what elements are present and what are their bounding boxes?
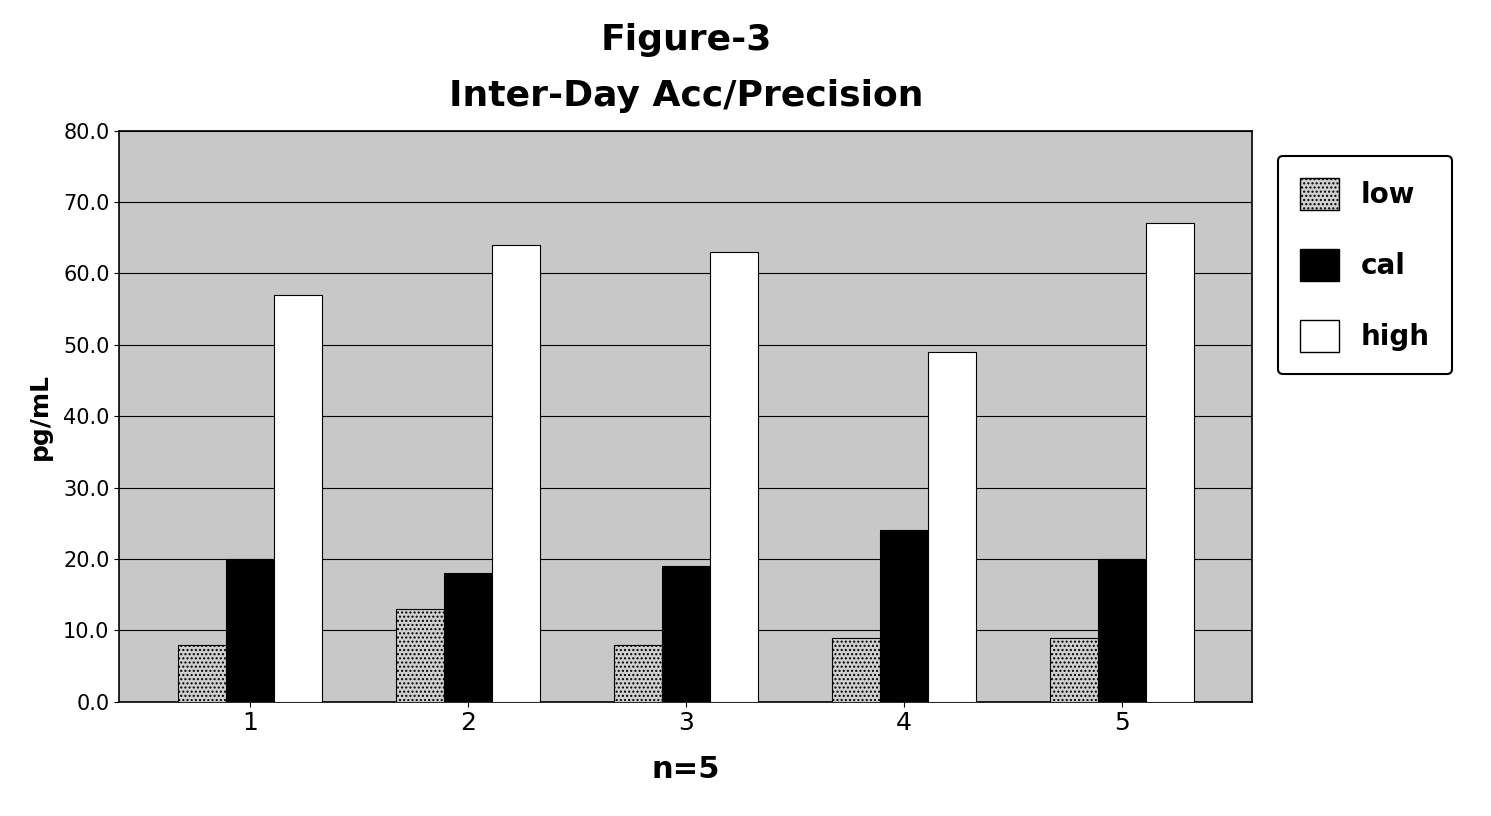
Bar — [1145, 224, 1194, 702]
Bar — [274, 295, 322, 702]
Bar — [492, 245, 540, 702]
Bar — [444, 573, 492, 702]
Bar — [177, 645, 227, 702]
Bar — [397, 609, 444, 702]
Bar — [1097, 559, 1145, 702]
Bar — [662, 566, 710, 702]
Bar — [710, 252, 757, 702]
Bar — [227, 559, 274, 702]
Y-axis label: pg/mL: pg/mL — [28, 373, 52, 459]
Bar — [880, 530, 927, 702]
X-axis label: n=5: n=5 — [652, 755, 720, 784]
Bar — [927, 352, 975, 702]
Bar — [614, 645, 662, 702]
Bar — [1050, 637, 1097, 702]
Legend: low, cal, high: low, cal, high — [1278, 156, 1452, 375]
Bar — [832, 637, 880, 702]
Title: Figure-3
Inter-Day Acc/Precision: Figure-3 Inter-Day Acc/Precision — [449, 23, 923, 113]
